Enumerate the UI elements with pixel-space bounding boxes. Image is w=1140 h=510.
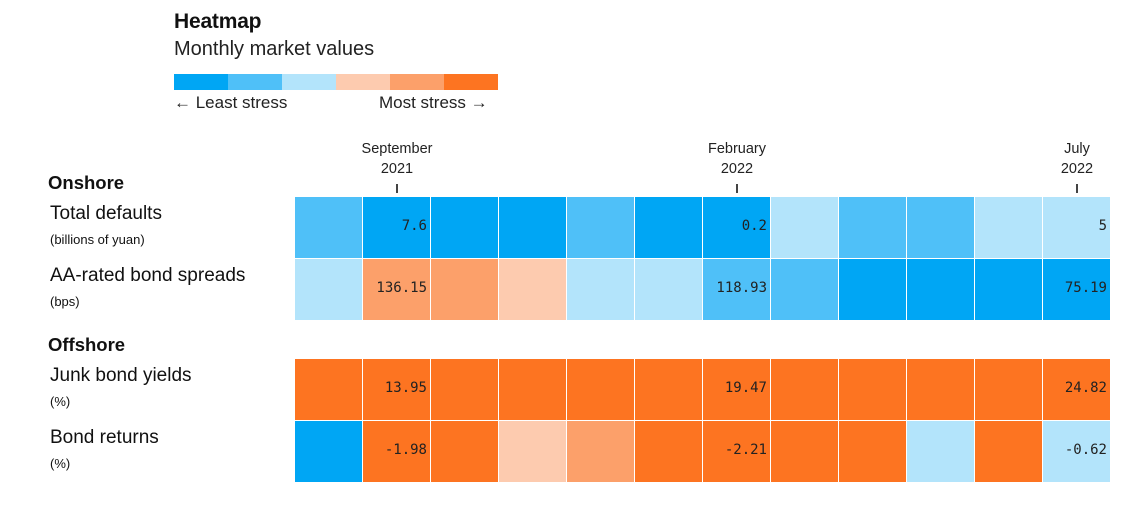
chart-title: Heatmap xyxy=(174,10,262,33)
cell-value-label: -1.98 xyxy=(384,442,427,458)
legend-swatch-1 xyxy=(228,74,282,90)
x-tick-mark xyxy=(1076,184,1078,193)
row-unit: (%) xyxy=(50,456,71,471)
cell-value-label: -2.21 xyxy=(724,442,767,458)
x-tick-month: September xyxy=(361,141,433,157)
heatmap-cell xyxy=(975,259,1043,320)
heatmap-cell xyxy=(1043,421,1111,482)
legend-swatch-5 xyxy=(444,74,498,90)
heatmap-cell xyxy=(295,259,363,320)
heatmap-cell xyxy=(1043,197,1111,258)
cell-value-label: 75.19 xyxy=(1064,280,1107,296)
heatmap-cell xyxy=(975,421,1043,482)
heatmap-cell xyxy=(703,197,771,258)
heatmap-cell xyxy=(363,359,431,420)
legend-color-scale xyxy=(174,74,498,90)
cell-value-label: 24.82 xyxy=(1064,380,1107,396)
x-tick-mark xyxy=(736,184,738,193)
x-tick-label: February 2022 xyxy=(708,139,766,179)
heatmap-cell xyxy=(567,421,635,482)
legend-swatch-4 xyxy=(390,74,444,90)
heatmap-cell xyxy=(567,359,635,420)
heatmap-cell xyxy=(907,359,975,420)
heatmap-cell xyxy=(771,197,839,258)
heatmap-cell xyxy=(703,359,771,420)
heatmap-cell xyxy=(839,197,907,258)
x-tick-year: 2022 xyxy=(1060,161,1094,177)
x-tick-label: July 2022 xyxy=(1061,139,1093,179)
heatmap-cell xyxy=(499,421,567,482)
heatmap-cell xyxy=(431,359,499,420)
row-label: AA-rated bond spreads xyxy=(50,265,246,286)
heatmap-cell xyxy=(363,259,431,320)
cell-value-label: -0.62 xyxy=(1064,442,1107,458)
heatmap-cell xyxy=(907,421,975,482)
heatmap-cell xyxy=(635,359,703,420)
heatmap-cell xyxy=(975,197,1043,258)
heatmap-cell xyxy=(431,197,499,258)
heatmap-cell xyxy=(771,421,839,482)
heatmap-cell xyxy=(431,259,499,320)
x-tick-month: February xyxy=(707,141,767,157)
heatmap-cell xyxy=(907,197,975,258)
heatmap-cell xyxy=(567,259,635,320)
x-tick-year: 2021 xyxy=(380,161,414,177)
heatmap-cell xyxy=(771,259,839,320)
heatmap-cell xyxy=(431,421,499,482)
cell-value-label: 5 xyxy=(1098,218,1107,234)
legend-swatch-3 xyxy=(336,74,390,90)
heatmap-cell xyxy=(703,259,771,320)
heatmap-cell xyxy=(1043,259,1111,320)
heatmap-cell xyxy=(975,359,1043,420)
legend-most-stress-label: Most stress → xyxy=(379,93,488,112)
x-tick-mark xyxy=(396,184,398,193)
cell-value-label: 19.47 xyxy=(724,380,767,396)
cell-value-label: 7.6 xyxy=(401,218,427,234)
heatmap-cell xyxy=(635,421,703,482)
heatmap-cell xyxy=(703,421,771,482)
x-tick-month: July xyxy=(1064,141,1090,157)
row-unit: (%) xyxy=(50,394,71,409)
row-label: Junk bond yields xyxy=(50,365,192,386)
heatmap-cell xyxy=(839,421,907,482)
section-heading-offshore: Offshore xyxy=(48,334,126,355)
cell-value-label: 13.95 xyxy=(384,380,427,396)
heatmap-cell xyxy=(499,359,567,420)
heatmap-cell xyxy=(1043,359,1111,420)
chart-subtitle: Monthly market values xyxy=(174,38,375,60)
heatmap-cell xyxy=(295,197,363,258)
heatmap-cell xyxy=(907,259,975,320)
cell-value-label: 118.93 xyxy=(716,280,767,296)
row-label: Bond returns xyxy=(50,427,159,448)
cell-value-label: 136.15 xyxy=(376,280,427,296)
x-tick-year: 2022 xyxy=(720,161,754,177)
row-unit: (billions of yuan) xyxy=(50,232,145,247)
legend-swatch-0 xyxy=(174,74,228,90)
heatmap-cell xyxy=(499,197,567,258)
heatmap-cell xyxy=(839,359,907,420)
heatmap-cell xyxy=(363,421,431,482)
heatmap-cell xyxy=(499,259,567,320)
heatmap-cell xyxy=(771,359,839,420)
legend-swatch-2 xyxy=(282,74,336,90)
heatmap-cell xyxy=(295,359,363,420)
legend-least-stress-label: ← Least stress xyxy=(174,93,288,112)
heatmap-cell xyxy=(635,197,703,258)
heatmap-cell xyxy=(295,421,363,482)
cell-value-label: 0.2 xyxy=(741,218,767,234)
heatmap-cell xyxy=(839,259,907,320)
section-heading-onshore: Onshore xyxy=(48,172,125,193)
x-tick-label: September 2021 xyxy=(362,139,433,179)
heatmap-cell xyxy=(363,197,431,258)
row-label: Total defaults xyxy=(50,203,162,224)
heatmap-cell xyxy=(567,197,635,258)
heatmap-cell xyxy=(635,259,703,320)
row-unit: (bps) xyxy=(50,294,80,309)
